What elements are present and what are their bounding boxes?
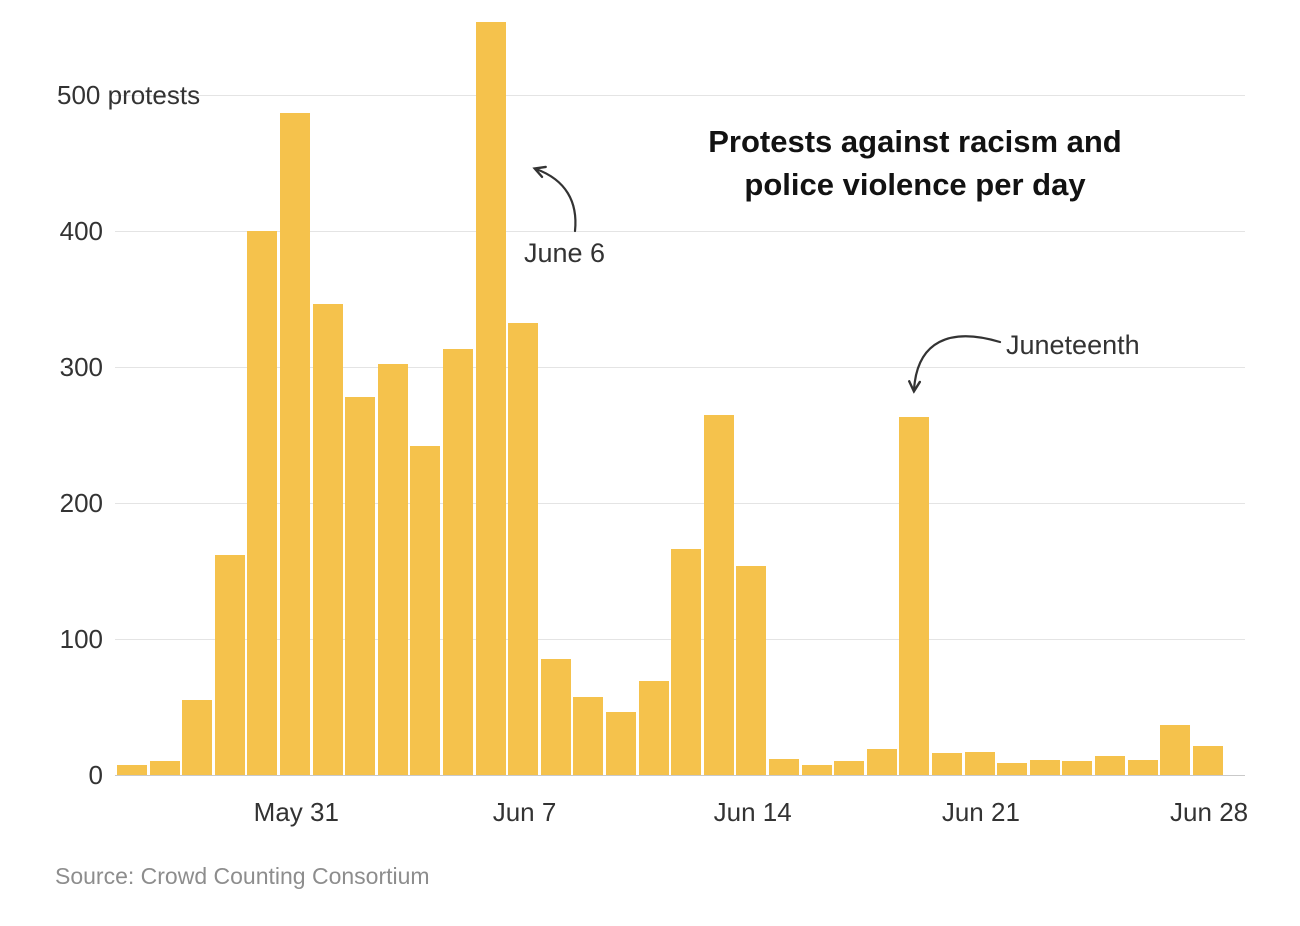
bar [540, 659, 571, 775]
bar [1127, 760, 1158, 775]
source-credit: Source: Crowd Counting Consortium [55, 863, 430, 889]
bar [377, 364, 408, 775]
bar [638, 681, 669, 775]
y-axis-label: 300 [59, 352, 103, 382]
bar [1095, 756, 1125, 775]
bar [345, 397, 376, 775]
bar [671, 549, 702, 775]
x-axis-label: Jun 7 [492, 797, 557, 827]
bar [410, 446, 441, 775]
bar [1160, 725, 1191, 775]
bar [703, 415, 734, 775]
bar [1192, 746, 1223, 775]
bar [1029, 760, 1060, 775]
bar [117, 765, 147, 775]
y-axis-label: 100 [59, 624, 103, 654]
bar [769, 759, 799, 775]
bar [964, 752, 995, 775]
bar [475, 22, 506, 775]
bar [834, 761, 865, 775]
chart-title-line1: Protests against racism and [708, 124, 1122, 159]
bar [899, 417, 930, 775]
gridline [115, 366, 1245, 368]
x-axis-baseline [115, 774, 1245, 776]
gridline [115, 502, 1245, 504]
x-axis-label: Jun 28 [1170, 797, 1249, 827]
plot-area [115, 0, 1245, 776]
bar [1062, 761, 1093, 775]
y-axis-label: 0 [88, 760, 103, 790]
x-axis-label: May 31 [253, 797, 339, 827]
bar [606, 712, 636, 775]
bar [508, 323, 539, 775]
y-axis-label: 400 [59, 216, 103, 246]
chart-title: Protests against racism and police viole… [655, 120, 1175, 207]
bar [573, 697, 604, 775]
bar [866, 749, 897, 775]
annotation-june6: June 6 [524, 238, 606, 268]
bar [214, 555, 245, 775]
x-axis: May 31 Jun 7 Jun 14 Jun 21 Jun 28 [115, 797, 1248, 835]
bar [736, 566, 767, 775]
bar [149, 761, 180, 775]
y-axis-label: 200 [59, 488, 103, 518]
x-axis-label: Jun 21 [941, 797, 1020, 827]
bar [247, 231, 278, 775]
bar [801, 765, 832, 775]
x-axis-label: Jun 14 [713, 797, 792, 827]
bar [280, 113, 310, 775]
chart-title-line2: police violence per day [744, 167, 1086, 203]
bar [182, 700, 213, 775]
gridline [115, 94, 1245, 96]
annotation-juneteenth: Juneteenth [1006, 330, 1140, 360]
gridline [115, 230, 1245, 232]
bar [932, 753, 962, 775]
bar [312, 304, 343, 775]
bar [443, 349, 473, 775]
bar [997, 763, 1028, 775]
